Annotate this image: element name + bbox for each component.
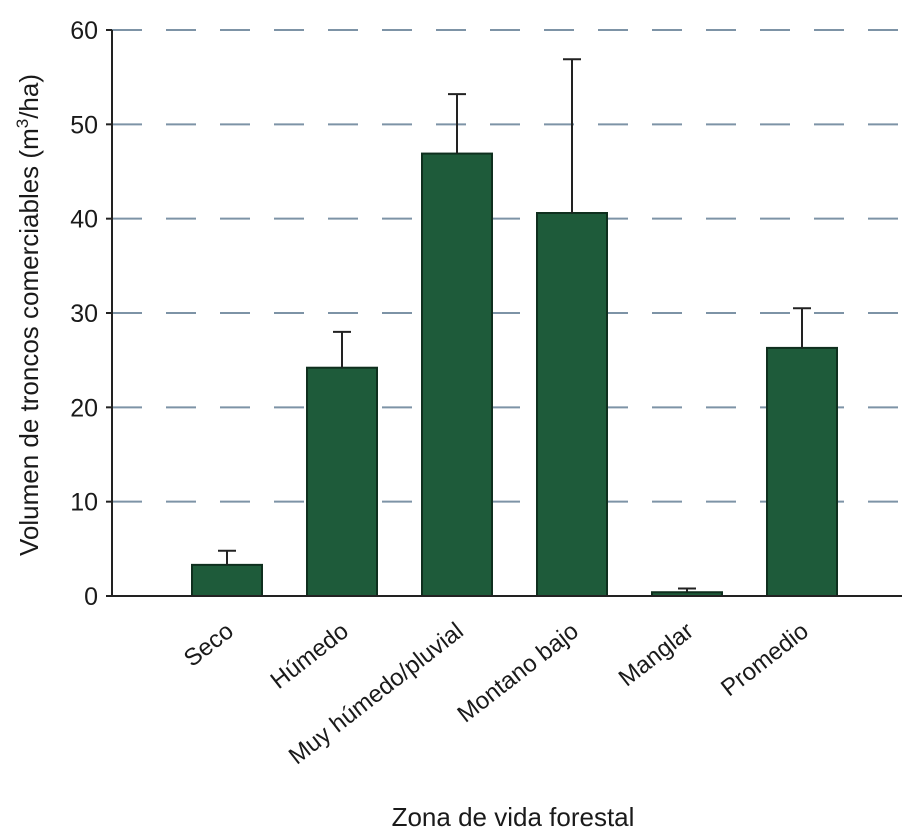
y-axis-title-superscript: 3 bbox=[13, 119, 32, 128]
bar bbox=[536, 212, 608, 598]
y-axis-title-end: /ha) bbox=[14, 74, 44, 119]
y-axis-title: Volumen de troncos comerciables (m3/ha) bbox=[13, 74, 44, 556]
bar bbox=[191, 563, 263, 597]
x-category-label: Seco bbox=[179, 617, 239, 672]
y-tick-label: 40 bbox=[70, 206, 98, 234]
y-tick-label: 0 bbox=[84, 583, 98, 611]
x-axis-title: Zona de vida forestal bbox=[392, 802, 635, 832]
bar bbox=[421, 152, 493, 597]
bar bbox=[766, 346, 838, 597]
x-category-label: Promedio bbox=[716, 617, 814, 702]
y-axis-title-main: Volumen de troncos comerciables (m bbox=[14, 128, 44, 556]
y-tick-label: 60 bbox=[70, 17, 98, 45]
y-tick-label: 20 bbox=[70, 394, 98, 422]
bar bbox=[306, 366, 378, 598]
bars bbox=[191, 58, 838, 598]
y-tick-label: 30 bbox=[70, 300, 98, 328]
x-category-label: Montano bajo bbox=[452, 617, 583, 728]
x-category-label: Manglar bbox=[614, 617, 699, 692]
y-tick-label: 10 bbox=[70, 489, 98, 517]
y-tick-label: 50 bbox=[70, 111, 98, 139]
y-tick-labels: 0 10 20 30 40 50 60 bbox=[70, 17, 112, 611]
x-category-label: Húmedo bbox=[266, 617, 354, 694]
